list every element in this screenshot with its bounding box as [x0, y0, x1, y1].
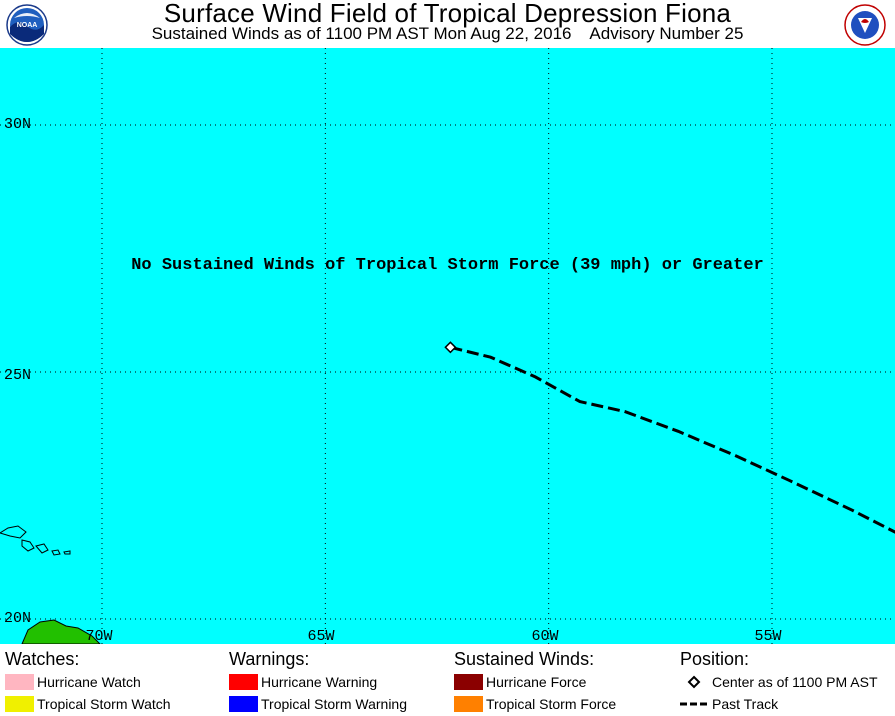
- legend: Watches: Hurricane Watch Tropical Storm …: [0, 644, 895, 716]
- dashed-line-icon: [680, 696, 709, 712]
- island-outline: [51, 549, 61, 556]
- lat-label-30n: 30N: [4, 116, 32, 133]
- island-outline: [0, 525, 27, 539]
- lat-label-20n: 20N: [4, 610, 32, 627]
- legend-label: Tropical Storm Warning: [261, 696, 408, 712]
- legend-label: Tropical Storm Force: [486, 696, 617, 712]
- legend-heading-sustained-winds: Sustained Winds:: [454, 649, 595, 669]
- lon-label-60w: 60W: [531, 628, 559, 644]
- tropical-storm-warning-swatch: [229, 696, 258, 712]
- storm-center-diamond: [444, 341, 457, 354]
- legend-item-tropical-storm-warning: Tropical Storm Warning: [229, 694, 407, 714]
- land-masses: [0, 525, 101, 644]
- lon-label-65w: 65W: [307, 628, 335, 644]
- legend-warnings: Warnings: Hurricane Warning Tropical Sto…: [229, 648, 407, 712]
- nws-logo: [844, 4, 886, 46]
- island-outline: [21, 539, 35, 552]
- hurricane-force-swatch: [454, 674, 483, 690]
- svg-text:NOAA: NOAA: [17, 22, 38, 29]
- legend-item-tropical-storm-force: Tropical Storm Force: [454, 694, 616, 714]
- storm-center: [444, 341, 457, 354]
- legend-label: Hurricane Warning: [261, 674, 378, 690]
- map-title: Surface Wind Field of Tropical Depressio…: [163, 0, 732, 28]
- legend-item-hurricane-warning: Hurricane Warning: [229, 672, 377, 692]
- legend-label: Hurricane Force: [486, 674, 587, 690]
- legend-heading-watches: Watches:: [5, 649, 80, 669]
- legend-item-center: Center as of 1100 PM AST: [680, 672, 878, 692]
- hurricane-warning-swatch: [229, 674, 258, 690]
- lon-label-70w: 70W: [85, 628, 113, 644]
- legend-label: Hurricane Watch: [37, 674, 141, 690]
- legend-position: Position: Center as of 1100 PM AST Past …: [680, 648, 878, 712]
- island-outline: [63, 550, 71, 555]
- lat-label-25n: 25N: [4, 367, 32, 384]
- tropical-storm-force-swatch: [454, 696, 483, 712]
- land-green: [21, 619, 101, 644]
- legend-label: Center as of 1100 PM AST: [712, 674, 878, 690]
- lon-label-55w: 55W: [754, 628, 782, 644]
- tropical-storm-watch-swatch: [5, 696, 34, 712]
- legend-item-tropical-storm-watch: Tropical Storm Watch: [5, 694, 171, 714]
- legend-heading-warnings: Warnings:: [229, 649, 310, 669]
- diamond-icon: [680, 674, 709, 690]
- map-subtitle: Sustained Winds as of 1100 PM AST Mon Au…: [151, 24, 744, 43]
- hurricane-watch-swatch: [5, 674, 34, 690]
- legend-watches: Watches: Hurricane Watch Tropical Storm …: [5, 648, 171, 712]
- noaa-logo: NOAA: [6, 4, 48, 46]
- legend-heading-position: Position:: [680, 649, 750, 669]
- past-track-line: [450, 345, 895, 534]
- lat-lon-grid: [0, 48, 895, 644]
- wind-field-map: No Sustained Winds of Tropical Storm For…: [0, 48, 895, 644]
- map-canvas: [0, 48, 895, 644]
- no-tropical-storm-winds-message: No Sustained Winds of Tropical Storm For…: [131, 256, 764, 275]
- legend-item-hurricane-watch: Hurricane Watch: [5, 672, 141, 692]
- header: NOAA Surface Wind Field of Tropical Depr…: [0, 0, 895, 48]
- legend-item-hurricane-force: Hurricane Force: [454, 672, 586, 692]
- legend-label: Tropical Storm Watch: [37, 696, 171, 712]
- island-outline: [35, 543, 49, 554]
- legend-sustained-winds: Sustained Winds: Hurricane Force Tropica…: [454, 648, 616, 712]
- past-track: [450, 345, 895, 534]
- legend-item-past-track: Past Track: [680, 694, 778, 714]
- legend-label: Past Track: [712, 696, 779, 712]
